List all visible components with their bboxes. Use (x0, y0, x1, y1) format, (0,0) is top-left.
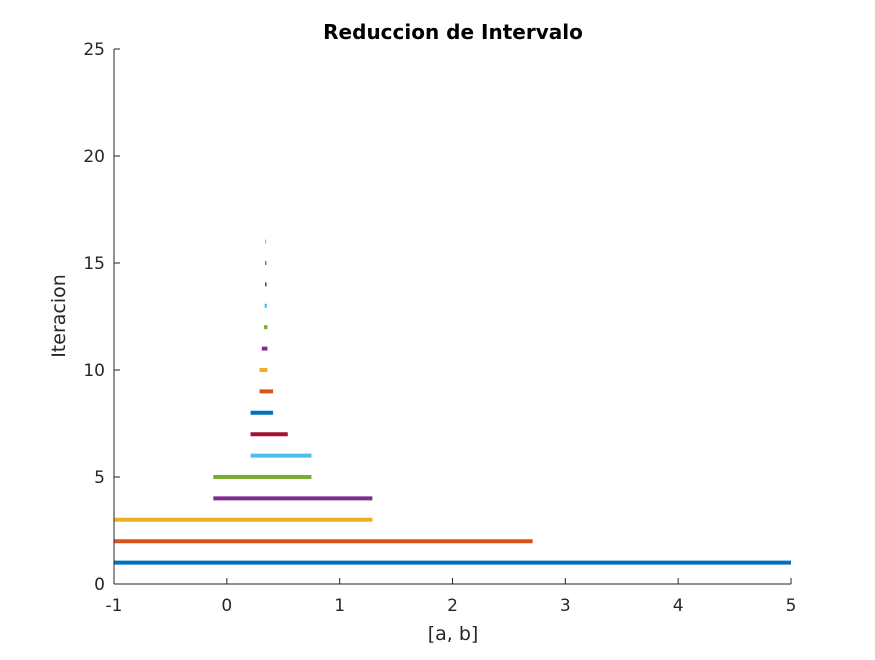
x-tick-label: 3 (560, 596, 571, 616)
x-tick-label: 2 (447, 596, 458, 616)
chart-title: Reduccion de Intervalo (323, 20, 583, 44)
interval-marks (114, 239, 791, 565)
x-tick-label: 5 (786, 596, 797, 616)
y-tick-label: 25 (83, 40, 105, 60)
y-axis-label: Iteracion (48, 274, 70, 358)
y-tick-label: 15 (83, 254, 105, 274)
y-tick-label: 5 (94, 468, 105, 488)
y-tick-label: 10 (83, 361, 105, 381)
y-tick-label: 20 (83, 147, 105, 167)
x-tick-label: 4 (673, 596, 684, 616)
y-tick-label: 0 (94, 575, 105, 595)
x-tick-label: -1 (106, 596, 123, 616)
x-tick-label: 1 (334, 596, 345, 616)
y-axis-ticks: 0 5 10 15 20 25 (83, 40, 120, 595)
x-axis-label: [a, b] (428, 623, 479, 645)
x-axis-ticks: -1 0 1 2 3 4 5 (106, 578, 797, 616)
x-tick-label: 0 (221, 596, 232, 616)
